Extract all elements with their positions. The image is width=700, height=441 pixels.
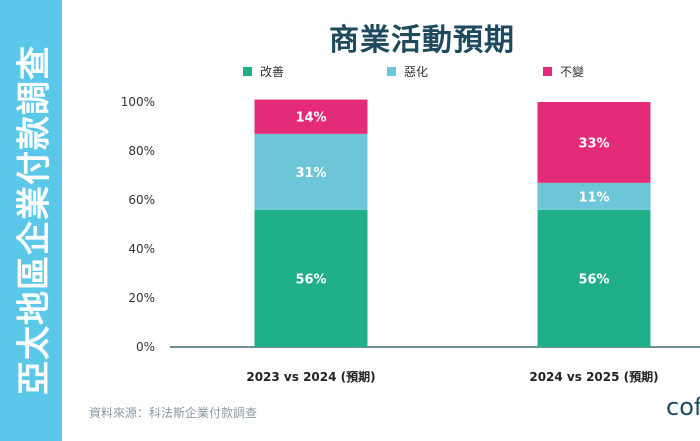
legend-item-worsen: 惡化 xyxy=(387,63,428,80)
data-label-worsen: 31% xyxy=(295,166,326,181)
legend-item-unchanged: 不變 xyxy=(543,63,584,80)
coface-logo: cof xyxy=(666,393,700,421)
x-category-label: 2023 vs 2024 (預期) xyxy=(246,369,375,384)
y-tick-label: 0% xyxy=(136,340,155,354)
y-tick-label: 40% xyxy=(128,242,155,256)
bar-segment-unchanged xyxy=(254,99,368,134)
bar-segment-unchanged xyxy=(537,102,651,183)
legend-label-worsen: 惡化 xyxy=(404,65,429,79)
y-tick-label: 60% xyxy=(128,193,155,207)
legend-swatch-improve xyxy=(243,67,252,76)
data-label-improve: 56% xyxy=(578,272,609,287)
legend: 改善 惡化 不變 xyxy=(0,63,700,83)
legend-swatch-unchanged xyxy=(543,67,552,76)
data-label-worsen: 11% xyxy=(578,190,609,205)
data-label-improve: 56% xyxy=(295,272,326,287)
side-band: 亞太地區企業付款調查 xyxy=(0,0,62,441)
y-tick-label: 80% xyxy=(128,144,155,158)
legend-item-improve: 改善 xyxy=(243,63,284,80)
legend-label-improve: 改善 xyxy=(260,65,285,79)
legend-label-unchanged: 不變 xyxy=(560,65,585,79)
source-note: 資料來源：科法斯企業付款調查 xyxy=(89,406,258,420)
bar-segment-worsen xyxy=(254,133,368,210)
data-label-unchanged: 14% xyxy=(295,111,326,126)
bar-segment-improve xyxy=(537,209,651,347)
y-tick-label: 100% xyxy=(121,95,155,109)
bar-segment-worsen xyxy=(537,182,651,210)
x-category-label: 2024 vs 2025 (預期) xyxy=(529,369,658,384)
legend-swatch-worsen xyxy=(387,67,396,76)
chart-title: 商業活動預期 xyxy=(329,23,515,58)
data-label-unchanged: 33% xyxy=(578,136,609,151)
y-tick-label: 20% xyxy=(128,291,155,305)
bar-segment-improve xyxy=(254,209,368,347)
